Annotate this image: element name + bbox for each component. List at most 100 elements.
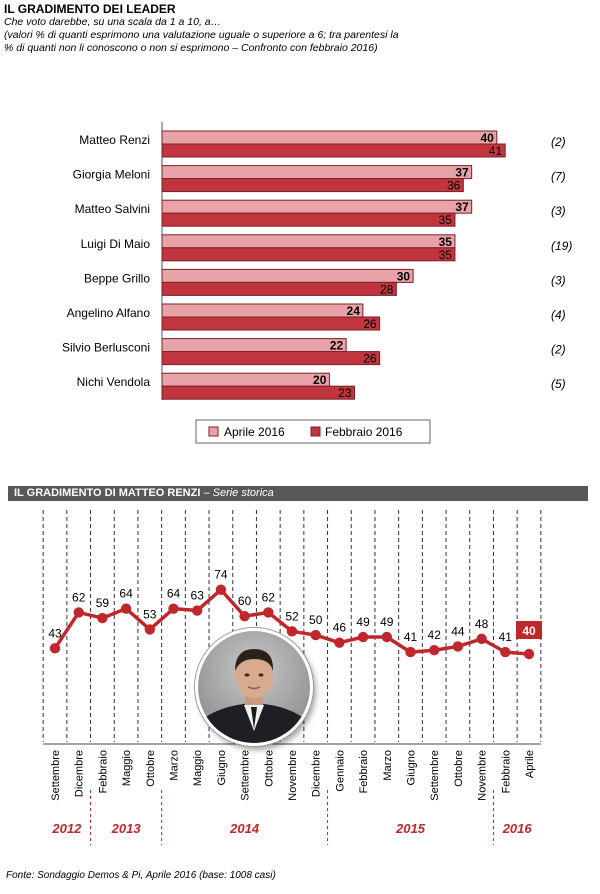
value-label-april: 24	[347, 304, 361, 318]
data-point	[452, 641, 464, 652]
value-label-february: 23	[338, 386, 352, 400]
value-label-february: 35	[439, 248, 453, 262]
data-point	[500, 646, 511, 658]
bar-february	[161, 247, 456, 262]
month-label: Gennaio	[334, 750, 346, 792]
data-label-latest: 40	[522, 624, 536, 638]
month-label: Giugno	[406, 750, 418, 785]
unknown-share-label: (4)	[551, 308, 566, 322]
month-label: Ottobre	[263, 750, 275, 787]
value-label-april: 22	[330, 339, 344, 353]
banner-separator: –	[200, 487, 213, 499]
data-label: 60	[238, 594, 252, 608]
legend-label-april: Aprile 2016	[224, 425, 285, 439]
value-label-february: 41	[489, 144, 503, 158]
data-label: 52	[285, 609, 299, 623]
year-label: 2013	[111, 821, 142, 836]
category-label: Giorgia Meloni	[73, 168, 150, 182]
data-label: 62	[72, 590, 86, 604]
data-label: 42	[428, 628, 442, 642]
value-label-april: 37	[455, 166, 469, 180]
bar-february	[161, 351, 381, 366]
subtitle-question: Che voto darebbe, su una scala da 1 a 10…	[4, 16, 222, 28]
data-label: 59	[96, 596, 110, 610]
value-label-april: 40	[480, 131, 494, 145]
year-label: 2015	[395, 821, 426, 836]
data-point	[286, 626, 298, 637]
bar-february	[161, 212, 456, 227]
month-label: Febbraio	[500, 750, 512, 793]
data-point	[97, 612, 108, 624]
value-label-april: 35	[439, 235, 453, 249]
legend-swatch-april	[208, 426, 219, 437]
month-label: Settembre	[429, 750, 441, 801]
year-label: 2014	[229, 821, 260, 836]
data-label: 63	[191, 589, 205, 603]
banner-subtitle: Serie storica	[212, 487, 274, 499]
value-label-february: 26	[363, 352, 377, 366]
month-label: Aprile	[524, 750, 536, 778]
month-label: Ottobre	[453, 750, 465, 787]
unknown-share-label: (2)	[551, 135, 566, 149]
data-label: 41	[499, 630, 513, 644]
latest-value-box	[516, 621, 542, 639]
unknown-share-label: (2)	[551, 343, 566, 357]
subtitle-note-line2: % di quanti non li conoscono o non si es…	[4, 42, 378, 54]
unknown-share-label: (3)	[551, 273, 566, 287]
value-label-april: 30	[397, 269, 411, 283]
data-label: 48	[475, 617, 489, 631]
month-label: Giugno	[216, 750, 228, 785]
data-label: 49	[356, 615, 370, 629]
category-label: Beppe Grillo	[84, 271, 150, 285]
category-label: Nichi Vendola	[77, 375, 151, 389]
month-label: Ottobre	[145, 750, 157, 787]
data-label: 50	[309, 613, 323, 627]
category-label: Silvio Berlusconi	[62, 341, 150, 355]
category-label: Matteo Salvini	[75, 202, 150, 216]
unknown-share-label: (19)	[551, 239, 572, 253]
data-label: 62	[262, 590, 276, 604]
data-point	[263, 607, 274, 618]
month-label: Maggio	[121, 750, 133, 786]
data-label: 44	[451, 624, 465, 638]
data-point	[357, 631, 369, 643]
month-label: Maggio	[192, 750, 204, 786]
month-label: Marzo	[169, 750, 181, 781]
subtitle-note-line1: (valori % di quanti esprimono una valuta…	[4, 29, 399, 41]
value-label-april: 37	[455, 200, 469, 214]
unknown-share-label: (7)	[551, 170, 566, 184]
source-note: Fonte: Sondaggio Demos & Pi, Aprile 2016…	[6, 870, 276, 881]
data-point	[215, 584, 227, 595]
year-label: 2012	[51, 821, 82, 836]
category-label: Luigi Di Maio	[81, 237, 151, 251]
page-title: IL GRADIMENTO DEI LEADER	[4, 2, 176, 16]
category-label: Angelino Alfano	[67, 306, 151, 320]
bar-february	[161, 385, 356, 400]
data-point	[73, 607, 84, 618]
month-label: Novembre	[477, 750, 489, 801]
value-label-april: 20	[313, 373, 327, 387]
data-point	[192, 605, 203, 616]
data-label: 49	[380, 615, 394, 629]
data-point	[144, 624, 155, 635]
data-point	[476, 633, 487, 645]
month-label: Marzo	[382, 750, 394, 781]
month-label: Febbraio	[358, 750, 370, 793]
data-point	[405, 646, 416, 658]
data-point	[334, 637, 345, 648]
category-label: Matteo Renzi	[79, 133, 150, 147]
unknown-share-label: (3)	[551, 204, 566, 218]
month-label: Dicembre	[311, 750, 323, 797]
value-label-february: 35	[439, 213, 453, 227]
bar-february	[161, 281, 397, 296]
unknown-share-label: (5)	[551, 377, 566, 391]
data-point	[239, 611, 250, 622]
month-label: Febbraio	[97, 750, 109, 793]
data-label: 53	[143, 607, 157, 621]
data-point	[120, 603, 132, 614]
data-point	[429, 645, 440, 656]
year-label: 2016	[502, 821, 533, 836]
data-label: 46	[333, 621, 347, 635]
data-label: 41	[404, 630, 418, 644]
